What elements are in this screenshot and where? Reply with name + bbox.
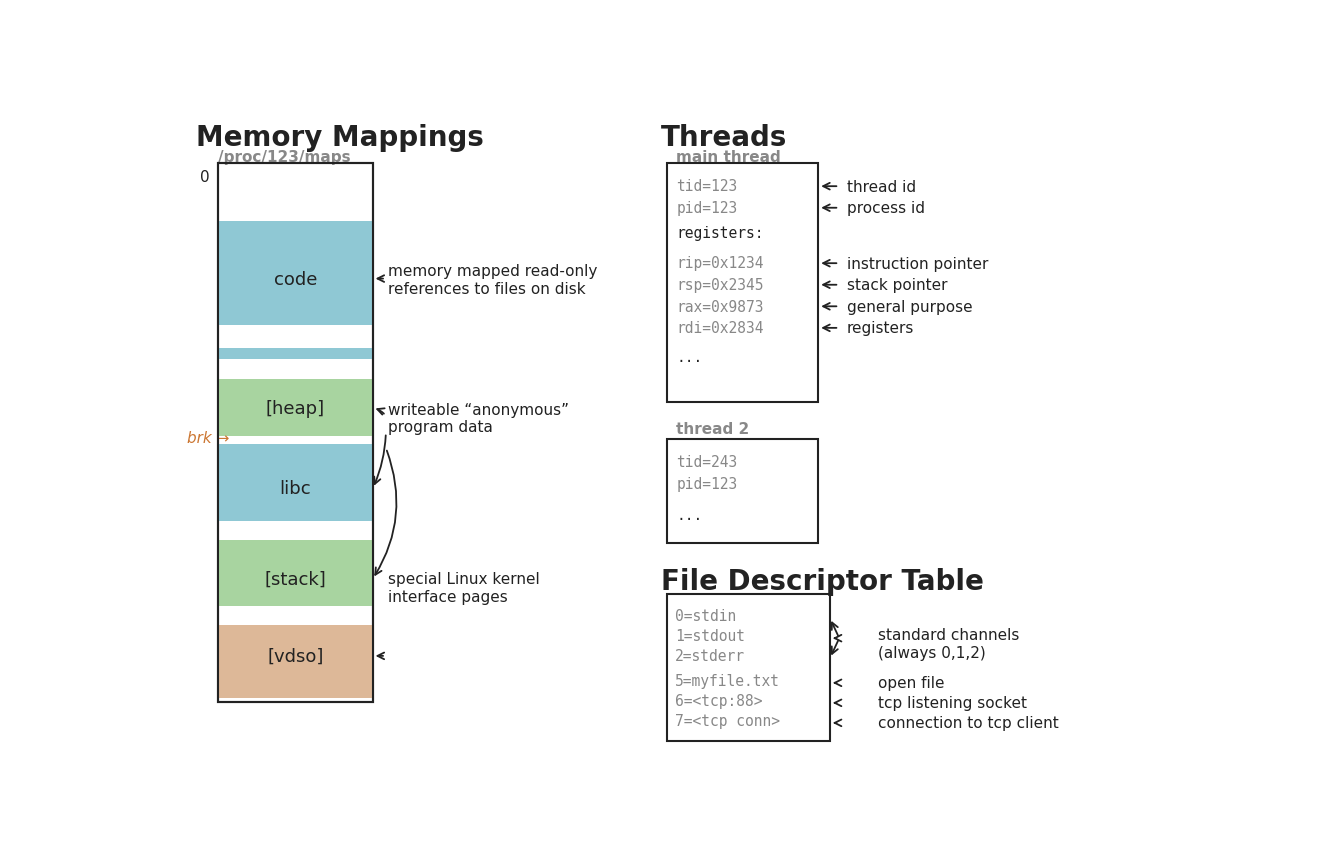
Text: [vdso]: [vdso] <box>267 647 323 665</box>
Text: pid=123: pid=123 <box>676 200 738 216</box>
Bar <box>218 552 372 606</box>
Text: pid=123: pid=123 <box>676 476 738 491</box>
Text: tid=123: tid=123 <box>676 179 738 194</box>
Bar <box>218 222 372 233</box>
Text: rax=0x9873: rax=0x9873 <box>676 299 764 314</box>
Bar <box>218 444 372 456</box>
Bar <box>218 687 372 699</box>
Text: ...: ... <box>676 350 702 365</box>
Bar <box>218 456 372 521</box>
Text: ...: ... <box>676 507 702 522</box>
Text: connection to tcp client: connection to tcp client <box>878 716 1059 730</box>
Bar <box>667 164 818 403</box>
Text: registers:: registers: <box>676 225 764 241</box>
Text: 0: 0 <box>201 170 210 185</box>
Text: 1=stdout: 1=stdout <box>675 629 744 643</box>
Bar <box>218 233 372 325</box>
Text: open file: open file <box>878 676 945 691</box>
Bar <box>218 625 372 687</box>
Text: rdi=0x2834: rdi=0x2834 <box>676 321 764 336</box>
Text: thread 2: thread 2 <box>676 421 750 437</box>
Text: process id: process id <box>847 201 925 216</box>
Text: rip=0x1234: rip=0x1234 <box>676 256 764 271</box>
Bar <box>218 541 372 552</box>
Text: general purpose: general purpose <box>847 299 973 315</box>
Text: File Descriptor Table: File Descriptor Table <box>661 567 983 595</box>
Bar <box>667 439 818 543</box>
Text: brk →: brk → <box>186 431 230 446</box>
Text: registers: registers <box>847 321 915 336</box>
Text: tcp listening socket: tcp listening socket <box>878 695 1027 711</box>
Text: Memory Mappings: Memory Mappings <box>195 124 484 152</box>
Text: libc: libc <box>280 480 312 498</box>
Text: special Linux kernel
interface pages: special Linux kernel interface pages <box>388 572 540 604</box>
Text: code: code <box>273 270 317 288</box>
Text: Threads: Threads <box>661 124 787 152</box>
Text: tid=243: tid=243 <box>676 455 738 470</box>
Bar <box>218 164 372 702</box>
Text: 0=stdin: 0=stdin <box>675 608 737 624</box>
Text: instruction pointer: instruction pointer <box>847 257 989 271</box>
Bar <box>218 349 372 360</box>
Bar <box>218 380 372 437</box>
Text: memory mapped read-only
references to files on disk: memory mapped read-only references to fi… <box>388 264 598 296</box>
Bar <box>667 595 830 740</box>
Text: standard channels
(always 0,1,2): standard channels (always 0,1,2) <box>878 628 1019 660</box>
Text: stack pointer: stack pointer <box>847 278 948 293</box>
Text: 2=stderr: 2=stderr <box>675 648 744 664</box>
Text: /proc/123/maps: /proc/123/maps <box>218 150 350 165</box>
Text: 5=myfile.txt: 5=myfile.txt <box>675 673 780 688</box>
Text: writeable “anonymous”
program data: writeable “anonymous” program data <box>388 403 569 435</box>
Text: rsp=0x2345: rsp=0x2345 <box>676 278 764 293</box>
Text: 7=<tcp conn>: 7=<tcp conn> <box>675 713 780 728</box>
Bar <box>218 164 372 702</box>
Text: 6=<tcp:88>: 6=<tcp:88> <box>675 693 763 708</box>
Text: main thread: main thread <box>676 150 781 165</box>
Text: [heap]: [heap] <box>265 399 325 417</box>
Text: [stack]: [stack] <box>264 570 326 589</box>
Text: thread id: thread id <box>847 179 916 194</box>
